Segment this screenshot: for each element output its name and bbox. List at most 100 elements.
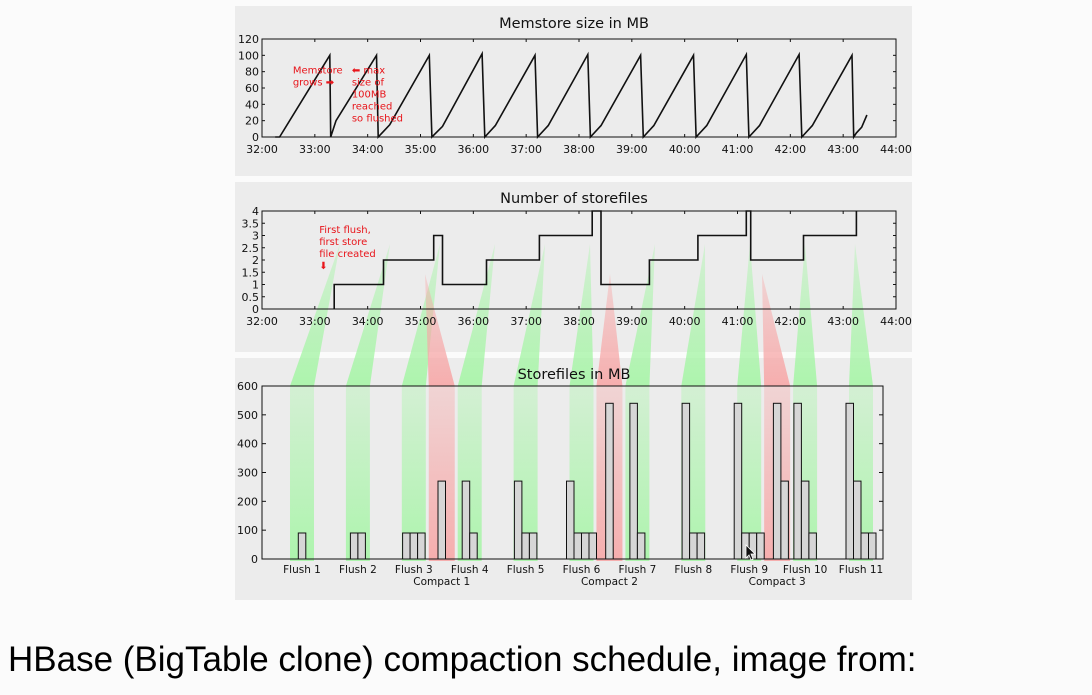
y-tick-label: 100 — [237, 524, 258, 537]
compaction-band-top — [762, 274, 791, 386]
storefile-bar — [581, 532, 590, 560]
x-tick-label: 44:00 — [880, 315, 912, 328]
storefile-bar — [566, 480, 575, 560]
y-tick-label: 20 — [245, 115, 259, 128]
figure-panel: Memstore size in MB Number of storefiles… — [235, 6, 912, 600]
storefile-bar — [513, 480, 523, 560]
x-tick-label: 32:00 — [246, 143, 278, 156]
x-group-label: Compact 1 — [413, 576, 470, 588]
x-tick-label: 42:00 — [774, 143, 806, 156]
x-tick-label: 34:00 — [352, 143, 384, 156]
flush-band-top — [569, 244, 594, 386]
y-tick-label: 80 — [245, 66, 259, 79]
flush-band-top — [793, 244, 818, 386]
y-tick-label: 300 — [237, 467, 258, 480]
flush-band — [345, 386, 370, 561]
y-tick-label: 2.5 — [242, 242, 260, 255]
y-tick-label: 3.5 — [242, 217, 260, 230]
x-group-label: Compact 2 — [581, 576, 638, 588]
annotation-max-size: size of — [352, 77, 385, 88]
y-tick-label: 400 — [237, 438, 258, 451]
storefile-bar — [853, 480, 862, 560]
x-tick-label: 41:00 — [722, 315, 754, 328]
data-marks — [275, 50, 877, 560]
storefile-bar — [780, 480, 789, 560]
annotation-memstore-grows: grows ➡ — [293, 77, 335, 88]
x-tick-label: 44:00 — [880, 143, 912, 156]
storefile-bar — [437, 480, 446, 560]
storefile-bar — [793, 402, 802, 560]
x-tick-label: 43:00 — [827, 315, 859, 328]
x-tick-label: 33:00 — [299, 315, 331, 328]
x-tick-label: 34:00 — [352, 315, 384, 328]
storefile-bar — [605, 402, 614, 560]
x-group-label: Compact 3 — [749, 576, 806, 588]
storefile-bar — [845, 402, 854, 560]
storefile-bar — [402, 532, 411, 560]
annotation-max-size: ⬅ max — [352, 65, 385, 76]
y-tick-label: 200 — [237, 495, 258, 508]
y-tick-label: 1 — [252, 279, 259, 292]
flush-band-top — [345, 244, 390, 386]
x-tick-label: 42:00 — [774, 315, 806, 328]
storefile-count-line — [333, 210, 858, 309]
x-group-label: Flush 11 — [839, 564, 883, 576]
y-tick-label: 500 — [237, 409, 258, 422]
x-tick-label: 35:00 — [405, 315, 437, 328]
mouse-cursor-icon — [745, 544, 756, 561]
x-tick-label: 40:00 — [669, 143, 701, 156]
annotation-max-size: so flushed — [352, 113, 403, 124]
storefile-bar — [800, 480, 810, 560]
y-tick-label: 100 — [238, 49, 259, 62]
x-tick-label: 36:00 — [457, 315, 489, 328]
x-group-label: Flush 8 — [674, 564, 712, 576]
annotation-first-flush: ⬇ — [319, 261, 327, 272]
flush-band — [290, 386, 314, 561]
x-tick-label: 39:00 — [616, 143, 648, 156]
storefile-bar — [521, 532, 530, 560]
storefile-bar — [636, 532, 646, 560]
x-group-label: Flush 6 — [563, 564, 601, 576]
flush-band — [569, 386, 594, 561]
storefile-bar — [573, 532, 582, 560]
x-tick-label: 38:00 — [563, 315, 595, 328]
memstore-size-line — [275, 50, 868, 140]
annotation-first-flush: file created — [319, 249, 376, 260]
x-tick-label: 37:00 — [510, 143, 542, 156]
y-tick-label: 3 — [252, 230, 259, 243]
panel-separator — [235, 176, 912, 182]
storefile-bar — [772, 402, 782, 560]
flush-band-top — [681, 244, 706, 386]
x-group-label: Flush 5 — [507, 564, 545, 576]
y-tick-label: 0 — [252, 303, 259, 316]
storefile-bar — [297, 532, 307, 560]
compaction-band — [428, 386, 455, 561]
x-tick-label: 40:00 — [669, 315, 701, 328]
x-tick-label: 39:00 — [616, 315, 648, 328]
flush-band — [737, 386, 762, 561]
flush-band-top — [513, 244, 545, 386]
flush-band-top — [290, 244, 340, 386]
y-tick-label: 4 — [252, 205, 259, 218]
x-group-label: Flush 3 — [395, 564, 433, 576]
x-tick-label: 37:00 — [510, 315, 542, 328]
caption-text: HBase (BigTable clone) compaction schedu… — [8, 640, 917, 679]
panel-separator — [235, 352, 912, 358]
storefile-bar — [696, 532, 706, 560]
y-tick-label: 0 — [252, 131, 259, 144]
y-tick-label: 1.5 — [242, 266, 260, 279]
y-tick-label: 120 — [238, 33, 259, 46]
storefile-bar — [409, 532, 419, 560]
storefile-bar — [417, 532, 426, 560]
x-tick-label: 43:00 — [827, 143, 859, 156]
storefile-bar — [528, 532, 538, 560]
storefile-bar — [868, 532, 877, 560]
storefile-bar — [461, 480, 471, 560]
x-tick-label: 32:00 — [246, 315, 278, 328]
x-group-label: Flush 4 — [451, 564, 489, 576]
annotation-max-size: reached — [352, 101, 393, 112]
compaction-band-top — [425, 274, 455, 386]
storefile-bar — [860, 532, 869, 560]
y-tick-label: 60 — [245, 82, 259, 95]
y-tick-label: 600 — [237, 380, 258, 393]
